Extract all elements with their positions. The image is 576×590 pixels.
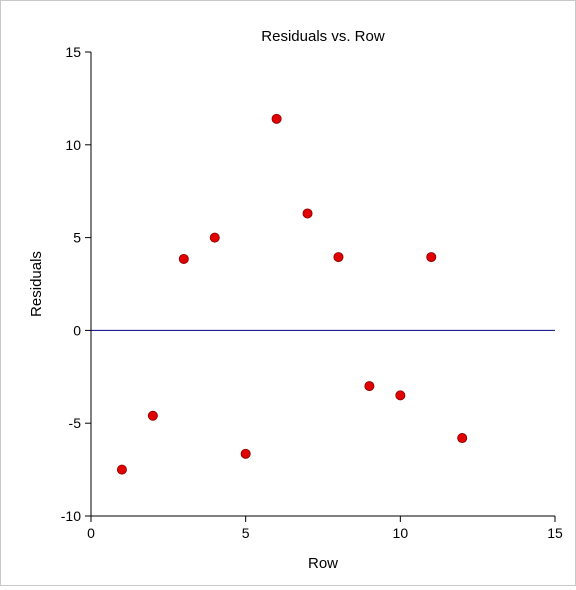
data-point	[178, 253, 189, 264]
y-axis-ticks: -10 -5 0 5 10 15	[61, 44, 91, 524]
x-axis-ticks: 0 5 10 15	[87, 516, 563, 541]
y-axis-label: Residuals	[28, 251, 45, 317]
data-point	[240, 448, 251, 459]
y-tick-label: 5	[73, 230, 81, 246]
data-point	[271, 113, 282, 124]
x-axis-label: Row	[308, 555, 338, 572]
axes	[90, 52, 555, 517]
y-tick-label: 10	[65, 137, 81, 153]
y-tick-label: 15	[65, 44, 81, 60]
data-point	[426, 252, 437, 263]
data-point	[209, 232, 220, 243]
y-tick-label: -5	[69, 415, 82, 431]
data-point	[116, 464, 127, 475]
data-point	[395, 390, 406, 401]
data-point	[147, 410, 158, 421]
data-point	[333, 252, 344, 263]
x-tick-label: 5	[242, 525, 250, 541]
chart-title: Residuals vs. Row	[261, 28, 385, 45]
data-points	[116, 113, 468, 475]
x-tick-label: 15	[547, 525, 563, 541]
data-point	[457, 433, 468, 444]
x-tick-label: 10	[393, 525, 409, 541]
data-point	[364, 381, 375, 392]
x-tick-label: 0	[87, 525, 95, 541]
data-point	[302, 208, 313, 219]
y-tick-label: 0	[73, 322, 81, 338]
y-tick-label: -10	[61, 508, 81, 524]
